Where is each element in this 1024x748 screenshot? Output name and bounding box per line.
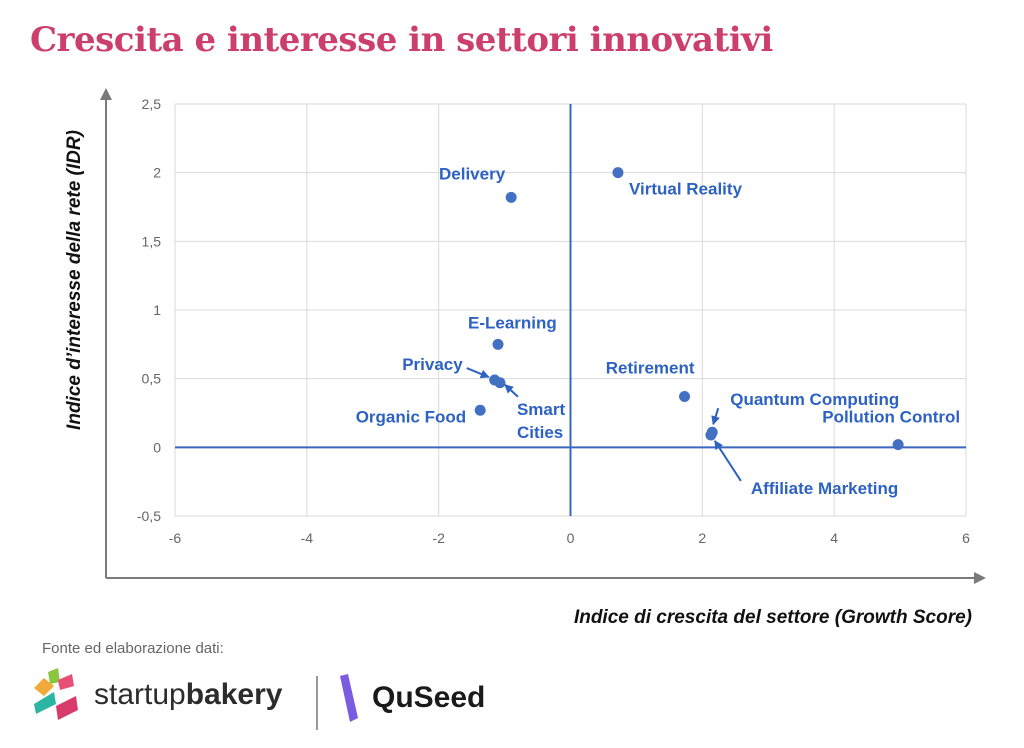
x-tick-label: 2 — [698, 530, 706, 546]
data-point-label: Virtual Reality — [629, 180, 743, 199]
x-tick-label: 6 — [962, 530, 970, 546]
label-arrow — [466, 367, 490, 379]
data-point-label: Organic Food — [356, 407, 467, 426]
x-tick-label: -2 — [432, 530, 445, 546]
data-point-label: Quantum Computing — [730, 390, 899, 409]
x-axis-title: Indice di crescita del settore (Growth S… — [574, 607, 972, 628]
data-point — [505, 191, 517, 203]
data-point — [474, 404, 486, 416]
x-tick-label: -4 — [301, 530, 314, 546]
x-tick-label: -6 — [169, 530, 182, 546]
data-point — [679, 391, 691, 403]
y-tick-label: 2 — [153, 165, 161, 181]
data-point-label: Pollution Control — [822, 408, 960, 427]
x-tick-label: 0 — [567, 530, 575, 546]
data-point-label: Affiliate Marketing — [751, 479, 898, 498]
startupbakery-logo-icon — [34, 668, 78, 720]
data-point-label: E-Learning — [468, 313, 557, 332]
data-point — [892, 439, 904, 451]
data-point — [494, 377, 506, 389]
logo-divider — [316, 676, 318, 730]
data-point-label: Retirement — [606, 359, 695, 378]
y-tick-label: 1,5 — [142, 233, 162, 249]
source-caption: Fonte ed elaborazione dati: — [42, 640, 224, 657]
x-tick-label: 4 — [830, 530, 838, 546]
y-tick-label: 0 — [153, 439, 161, 455]
startupbakery-logo-text: startupbakery — [94, 678, 283, 711]
y-tick-label: -0,5 — [137, 508, 161, 524]
data-point — [705, 429, 717, 441]
logo-strip: startupbakery QuSeed — [32, 668, 502, 730]
label-arrow — [711, 407, 720, 426]
quseed-logo-text: QuSeed — [372, 681, 486, 714]
y-tick-label: 1 — [153, 302, 161, 318]
data-point — [612, 167, 624, 179]
data-point-label: Privacy — [402, 355, 463, 374]
y-axis-title: Indice d’interesse della rete (IDR) — [64, 130, 85, 430]
scatter-chart: -6 -4 -2 0 2 4 6 2,5 2 1,5 1 0,5 0 -0,5 Indice d’inte… — [64, 88, 986, 628]
data-point — [492, 338, 504, 350]
data-point-label: Delivery — [439, 164, 506, 183]
label-arrow — [504, 384, 519, 398]
quseed-logo-icon — [340, 674, 358, 722]
data-point-label: Smart Cities — [517, 400, 566, 442]
chart-title: Crescita e interesse in settori innovati… — [30, 20, 773, 60]
y-tick-label: 2,5 — [142, 96, 162, 112]
y-tick-label: 0,5 — [142, 371, 162, 387]
label-arrow — [714, 440, 742, 482]
